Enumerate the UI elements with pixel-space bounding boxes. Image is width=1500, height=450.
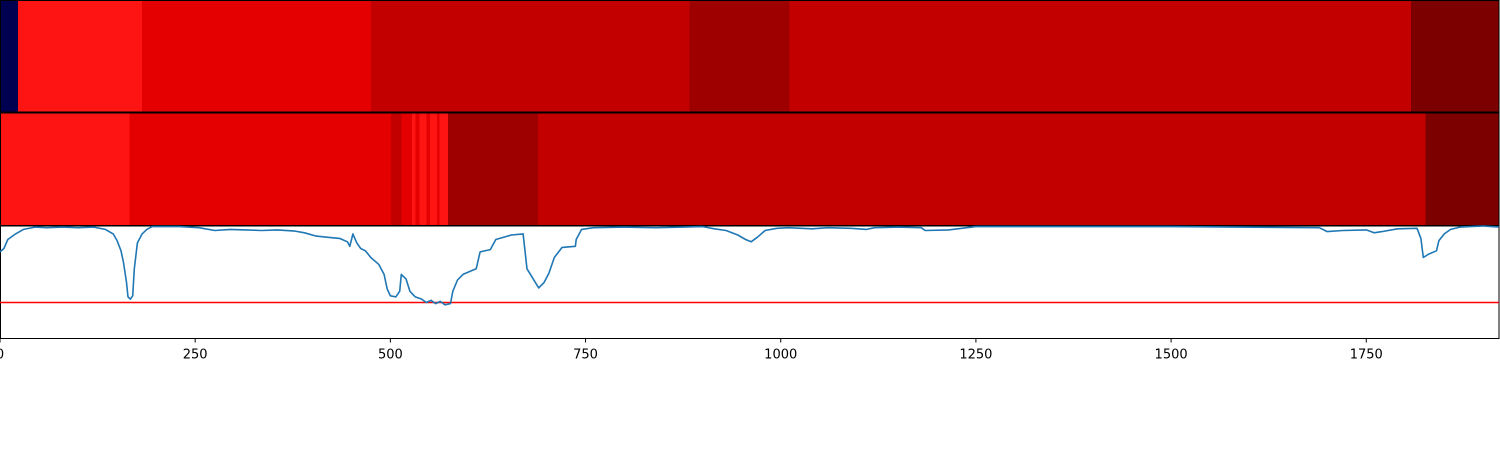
x-tick-label: 1000 [764,348,797,363]
heatmap-cell [448,113,538,226]
heatmap-cell [142,0,371,112]
heatmap-cell [430,113,438,226]
x-tick-label: 500 [378,348,403,363]
heatmap-cell [1425,113,1499,226]
heatmap-cell [419,113,427,226]
x-tick-label: 1750 [1350,348,1383,363]
x-tick-label: 250 [183,348,208,363]
heatmap-cell [426,113,431,226]
heatmap-cell [0,0,18,112]
x-axis: 0 250 500 750 1000 1250 1500 1750 [0,338,1383,363]
heatmap-cell [370,0,690,112]
heatmap-cell [789,0,1411,112]
heatmap-cell [437,113,440,226]
plot-area [0,225,1500,339]
x-tick-label: 1250 [959,348,992,363]
heatmap-cell [391,113,402,226]
heatmap-cell [537,113,1426,226]
line-panel [0,225,1500,339]
heatmap-row-1 [0,0,1500,113]
x-tick-label: 0 [0,348,4,363]
heatmap-cell [401,113,413,226]
heatmap-cell [1410,0,1499,112]
series-line [0,225,1500,306]
heatmap-cell [17,0,143,112]
heatmap-cell [412,113,416,226]
heatmap-cell [689,0,790,112]
x-tick-label: 750 [573,348,598,363]
heatmap-cell [129,113,392,226]
x-tick-label: 1500 [1155,348,1188,363]
heatmap-row-2 [0,112,1500,226]
heatmap-cell [415,113,420,226]
heatmap-frame [0,0,1500,113]
heatmap-cell [439,113,449,226]
heatmap-cell [0,113,130,226]
